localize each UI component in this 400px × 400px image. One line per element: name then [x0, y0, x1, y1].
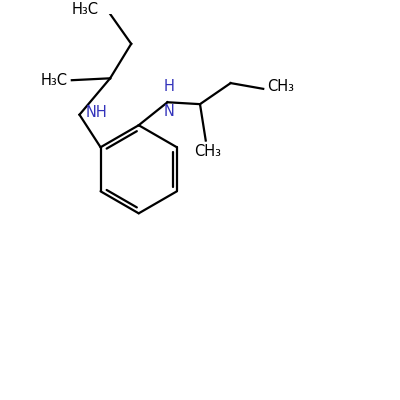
Text: CH₃: CH₃ [194, 144, 221, 159]
Text: H₃C: H₃C [41, 73, 68, 88]
Text: NH: NH [85, 105, 107, 120]
Text: N: N [164, 104, 175, 119]
Text: H₃C: H₃C [72, 2, 99, 17]
Text: H: H [164, 79, 175, 94]
Text: CH₃: CH₃ [267, 80, 294, 94]
